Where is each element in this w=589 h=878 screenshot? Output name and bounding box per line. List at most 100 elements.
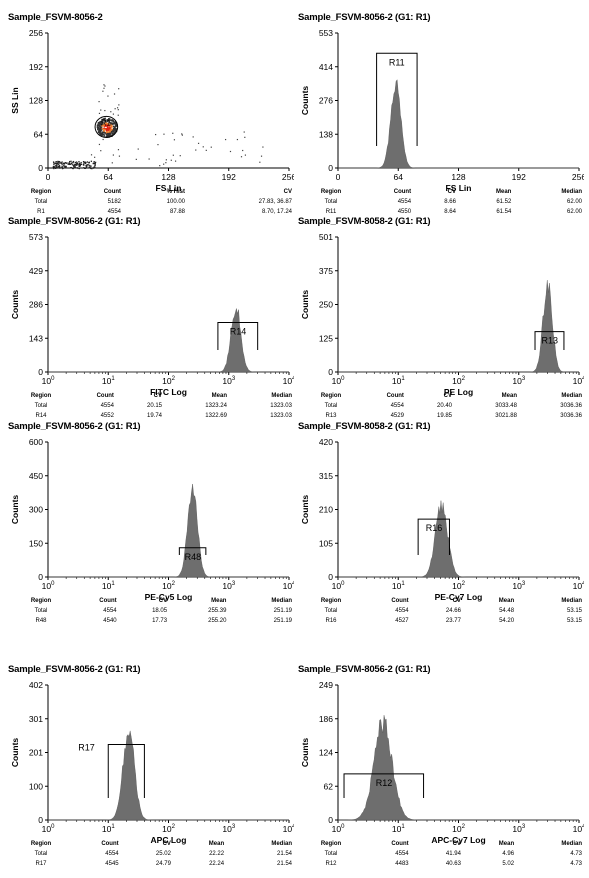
event-dot [102,124,105,127]
x-axis-label: PE Log [444,387,473,397]
x-tick-exponent: 3 [522,581,526,587]
stats-table: Region Count CV Mean Median Total 4554 8.66 61.5… [310,187,584,217]
stats-cell: 4554 [397,199,412,205]
stats-cell: 54.20 [499,618,515,624]
event-dot [113,126,116,128]
stats-header-cell: CV [153,393,162,399]
stats-cell: 4554 [100,403,114,409]
y-tick-label: 0 [328,815,333,825]
event-dot [103,87,105,89]
event-dot [99,120,102,123]
event-dot [90,154,93,156]
event-dot [115,128,118,131]
stats-cell: 4554 [395,851,409,857]
y-tick-label: 0 [38,815,43,825]
stats-row: Total 4554 41.94 4.96 4.73 [310,849,584,859]
event-dot [70,160,72,162]
stats-cell: 255.20 [208,618,227,624]
event-dot [89,167,92,169]
event-dot [58,165,61,167]
event-dot [181,134,183,136]
histogram-bars [338,715,579,821]
event-dot [55,166,58,168]
event-dot [54,167,57,169]
stats-cell: 3036.36 [560,413,582,419]
stats-cell: 1322.69 [205,413,227,419]
chart-title: Sample_FSVM-8056-2 (G1: R1) [8,216,141,227]
event-dot [74,161,77,164]
event-dot [111,132,114,134]
stats-header-cell: Median [271,393,292,399]
event-dot [53,163,55,165]
x-axis-label: FS Lin [446,183,472,193]
event-dot [113,122,116,125]
event-dot [100,150,102,152]
event-dot [86,161,89,163]
x-tick-label: 101 [392,581,405,591]
event-dot [115,125,118,127]
y-tick-label: 501 [319,232,333,242]
stats-cell: 18.05 [152,608,168,614]
stats-header-cell: Count [99,598,117,604]
stats-header-row: Region Count CV Mean Median [310,391,584,401]
event-dot [86,164,88,166]
event-dot [57,161,59,164]
stats-cell: 21.54 [276,851,292,857]
event-dot [112,122,114,125]
y-tick-label: 300 [29,505,43,515]
event-dot [114,125,117,128]
y-tick-label: 0 [38,163,43,173]
stats-header-cell: CV [283,189,292,195]
event-dot [108,120,111,122]
event-dot [236,138,239,141]
y-tick-label: 64 [34,129,44,139]
event-dot [102,128,104,130]
event-dot [98,101,100,103]
event-dot [94,161,97,164]
histogram-bars [48,308,289,373]
event-dot [94,164,96,166]
gate-bracket [217,322,259,350]
event-dot [57,160,59,163]
event-dot [64,165,67,168]
stats-row: R14 4552 19.74 1322.69 1323.03 [20,411,294,421]
x-tick-exponent: 0 [341,824,345,830]
event-dot [116,107,119,109]
y-tick-label: 62 [324,781,334,791]
event-dot [92,167,95,169]
x-tick-exponent: 1 [111,376,115,382]
event-dot [114,129,117,132]
stats-header-cell: Region [320,841,342,847]
stats-header-cell: Mean [496,189,512,195]
x-tick-exponent: 2 [462,824,466,830]
stats-header-cell: Region [320,189,342,195]
y-axis-label: Counts [300,738,310,768]
stats-header-cell: Median [561,393,582,399]
event-dot [97,123,99,126]
event-dot [113,131,116,134]
event-dot [135,158,137,160]
event-dot [90,165,92,167]
event-dot [104,109,106,112]
gate-label: R16 [426,523,443,533]
stats-header-cell: Region [30,598,52,604]
event-dot [70,163,72,165]
event-dot [100,121,103,123]
event-dot [101,131,104,134]
stats-cell: 20.40 [436,403,452,409]
event-dot [61,162,63,165]
chart-title: Sample_FSVM-8056-2 [8,12,103,23]
stats-header-cell: Median [271,841,292,847]
stats-header-cell: CV [452,598,461,604]
x-tick-label: 103 [512,581,525,591]
event-dot [108,134,111,137]
stats-cell: 100.00 [166,199,186,205]
event-dot [113,127,116,130]
x-tick-label: 101 [102,581,115,591]
event-dot [106,119,109,121]
y-tick-label: 150 [29,538,43,548]
event-dot [112,120,114,122]
event-dot [112,125,115,128]
event-dot [103,130,105,132]
